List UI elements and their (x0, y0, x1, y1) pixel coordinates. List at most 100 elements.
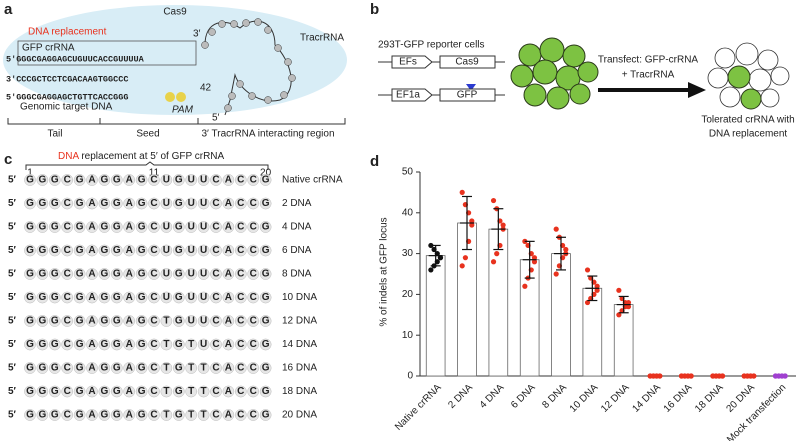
base-circle (135, 268, 148, 280)
base: U (200, 339, 207, 350)
prime-label: 5′ (8, 363, 17, 374)
y-tick-label: 40 (402, 207, 414, 218)
base-circle (24, 291, 36, 304)
y-axis-label: % of indels at GFP locus (379, 217, 390, 326)
base: A (126, 410, 133, 421)
base: G (51, 339, 59, 350)
base-circle (48, 315, 61, 327)
base-circle (110, 338, 123, 351)
base: C (250, 245, 257, 256)
base-circle (197, 315, 210, 327)
base: G (138, 316, 146, 327)
base: G (262, 386, 270, 397)
base: G (39, 363, 47, 374)
base: G (76, 386, 84, 397)
base: U (163, 245, 170, 256)
y-tick-label: 30 (402, 248, 414, 259)
base-circle (247, 197, 260, 210)
base-circle (247, 338, 260, 351)
row-label: 2 DNA (282, 198, 312, 209)
y-tick-label: 0 (407, 371, 413, 382)
base: U (200, 292, 207, 303)
base-circle (197, 174, 210, 186)
pam-label: PAM (172, 105, 194, 116)
base: A (225, 292, 232, 303)
base-circle (234, 291, 247, 304)
base: G (113, 386, 121, 397)
base: U (200, 269, 207, 280)
base: G (262, 316, 270, 327)
base-circle (36, 409, 49, 421)
position-label: 20 (260, 168, 272, 179)
row-label: 14 DNA (282, 339, 317, 350)
base: G (175, 222, 183, 233)
base-circle (98, 315, 111, 327)
base: G (175, 339, 183, 350)
base: G (76, 410, 84, 421)
base-circle (148, 409, 160, 421)
base-circle (24, 315, 36, 327)
base-circle (160, 315, 173, 327)
base: A (225, 198, 232, 209)
base-circle (259, 362, 272, 374)
base: C (212, 363, 219, 374)
base-circle (185, 174, 198, 186)
base-circle (98, 385, 111, 398)
data-point (616, 287, 622, 293)
base-circle (148, 315, 160, 327)
base: G (138, 245, 146, 256)
data-point (563, 246, 569, 253)
base-circle (24, 409, 36, 421)
base-circle (222, 385, 235, 398)
base-circle (135, 244, 148, 257)
base-circle (135, 291, 148, 304)
base-circle (259, 291, 272, 304)
panel-label: a (4, 1, 13, 18)
target-marker (466, 84, 476, 91)
protein-label: Cas9 (163, 7, 187, 18)
panel-label: b (370, 1, 379, 18)
base: T (188, 339, 194, 350)
data-point (469, 222, 475, 228)
base-circle (160, 291, 173, 304)
base: C (237, 292, 244, 303)
x-tick-label: 18 DNA (693, 382, 726, 415)
base: C (250, 339, 257, 350)
base-circle (148, 291, 160, 304)
base-circle (222, 244, 235, 257)
base: C (64, 245, 71, 256)
base: A (126, 175, 133, 186)
base: A (88, 175, 95, 186)
sequence-grid: 1 11 205′ G G G C G A G G A G C U G U U C A C C G Native crRNA5… (8, 168, 343, 421)
base-circle (234, 221, 247, 233)
base-circle (210, 221, 222, 233)
base-circle (160, 197, 173, 210)
base: A (88, 269, 95, 280)
data-point (553, 226, 559, 232)
base-circle (222, 268, 235, 280)
row-label: 20 DNA (282, 410, 317, 421)
base: G (39, 316, 47, 327)
base: C (250, 198, 257, 209)
base: C (212, 292, 219, 303)
base-circle (48, 362, 61, 374)
base: C (64, 316, 71, 327)
base-circle (86, 291, 98, 304)
title-red: DNA (58, 151, 79, 162)
base-circle (234, 409, 247, 421)
base: C (64, 339, 71, 350)
base-circle (259, 244, 272, 257)
base: C (150, 410, 157, 421)
base: G (262, 222, 270, 233)
base: C (212, 410, 219, 421)
base-circle (98, 268, 111, 280)
base: A (126, 222, 133, 233)
base: G (39, 198, 47, 209)
result-label: Tolerated crRNA with (701, 115, 794, 126)
base-circle (172, 362, 185, 374)
promoter-label: EFs (399, 57, 417, 68)
base-circle (123, 244, 136, 257)
base: G (175, 316, 183, 327)
data-point (462, 255, 468, 261)
base-circle (259, 268, 272, 280)
